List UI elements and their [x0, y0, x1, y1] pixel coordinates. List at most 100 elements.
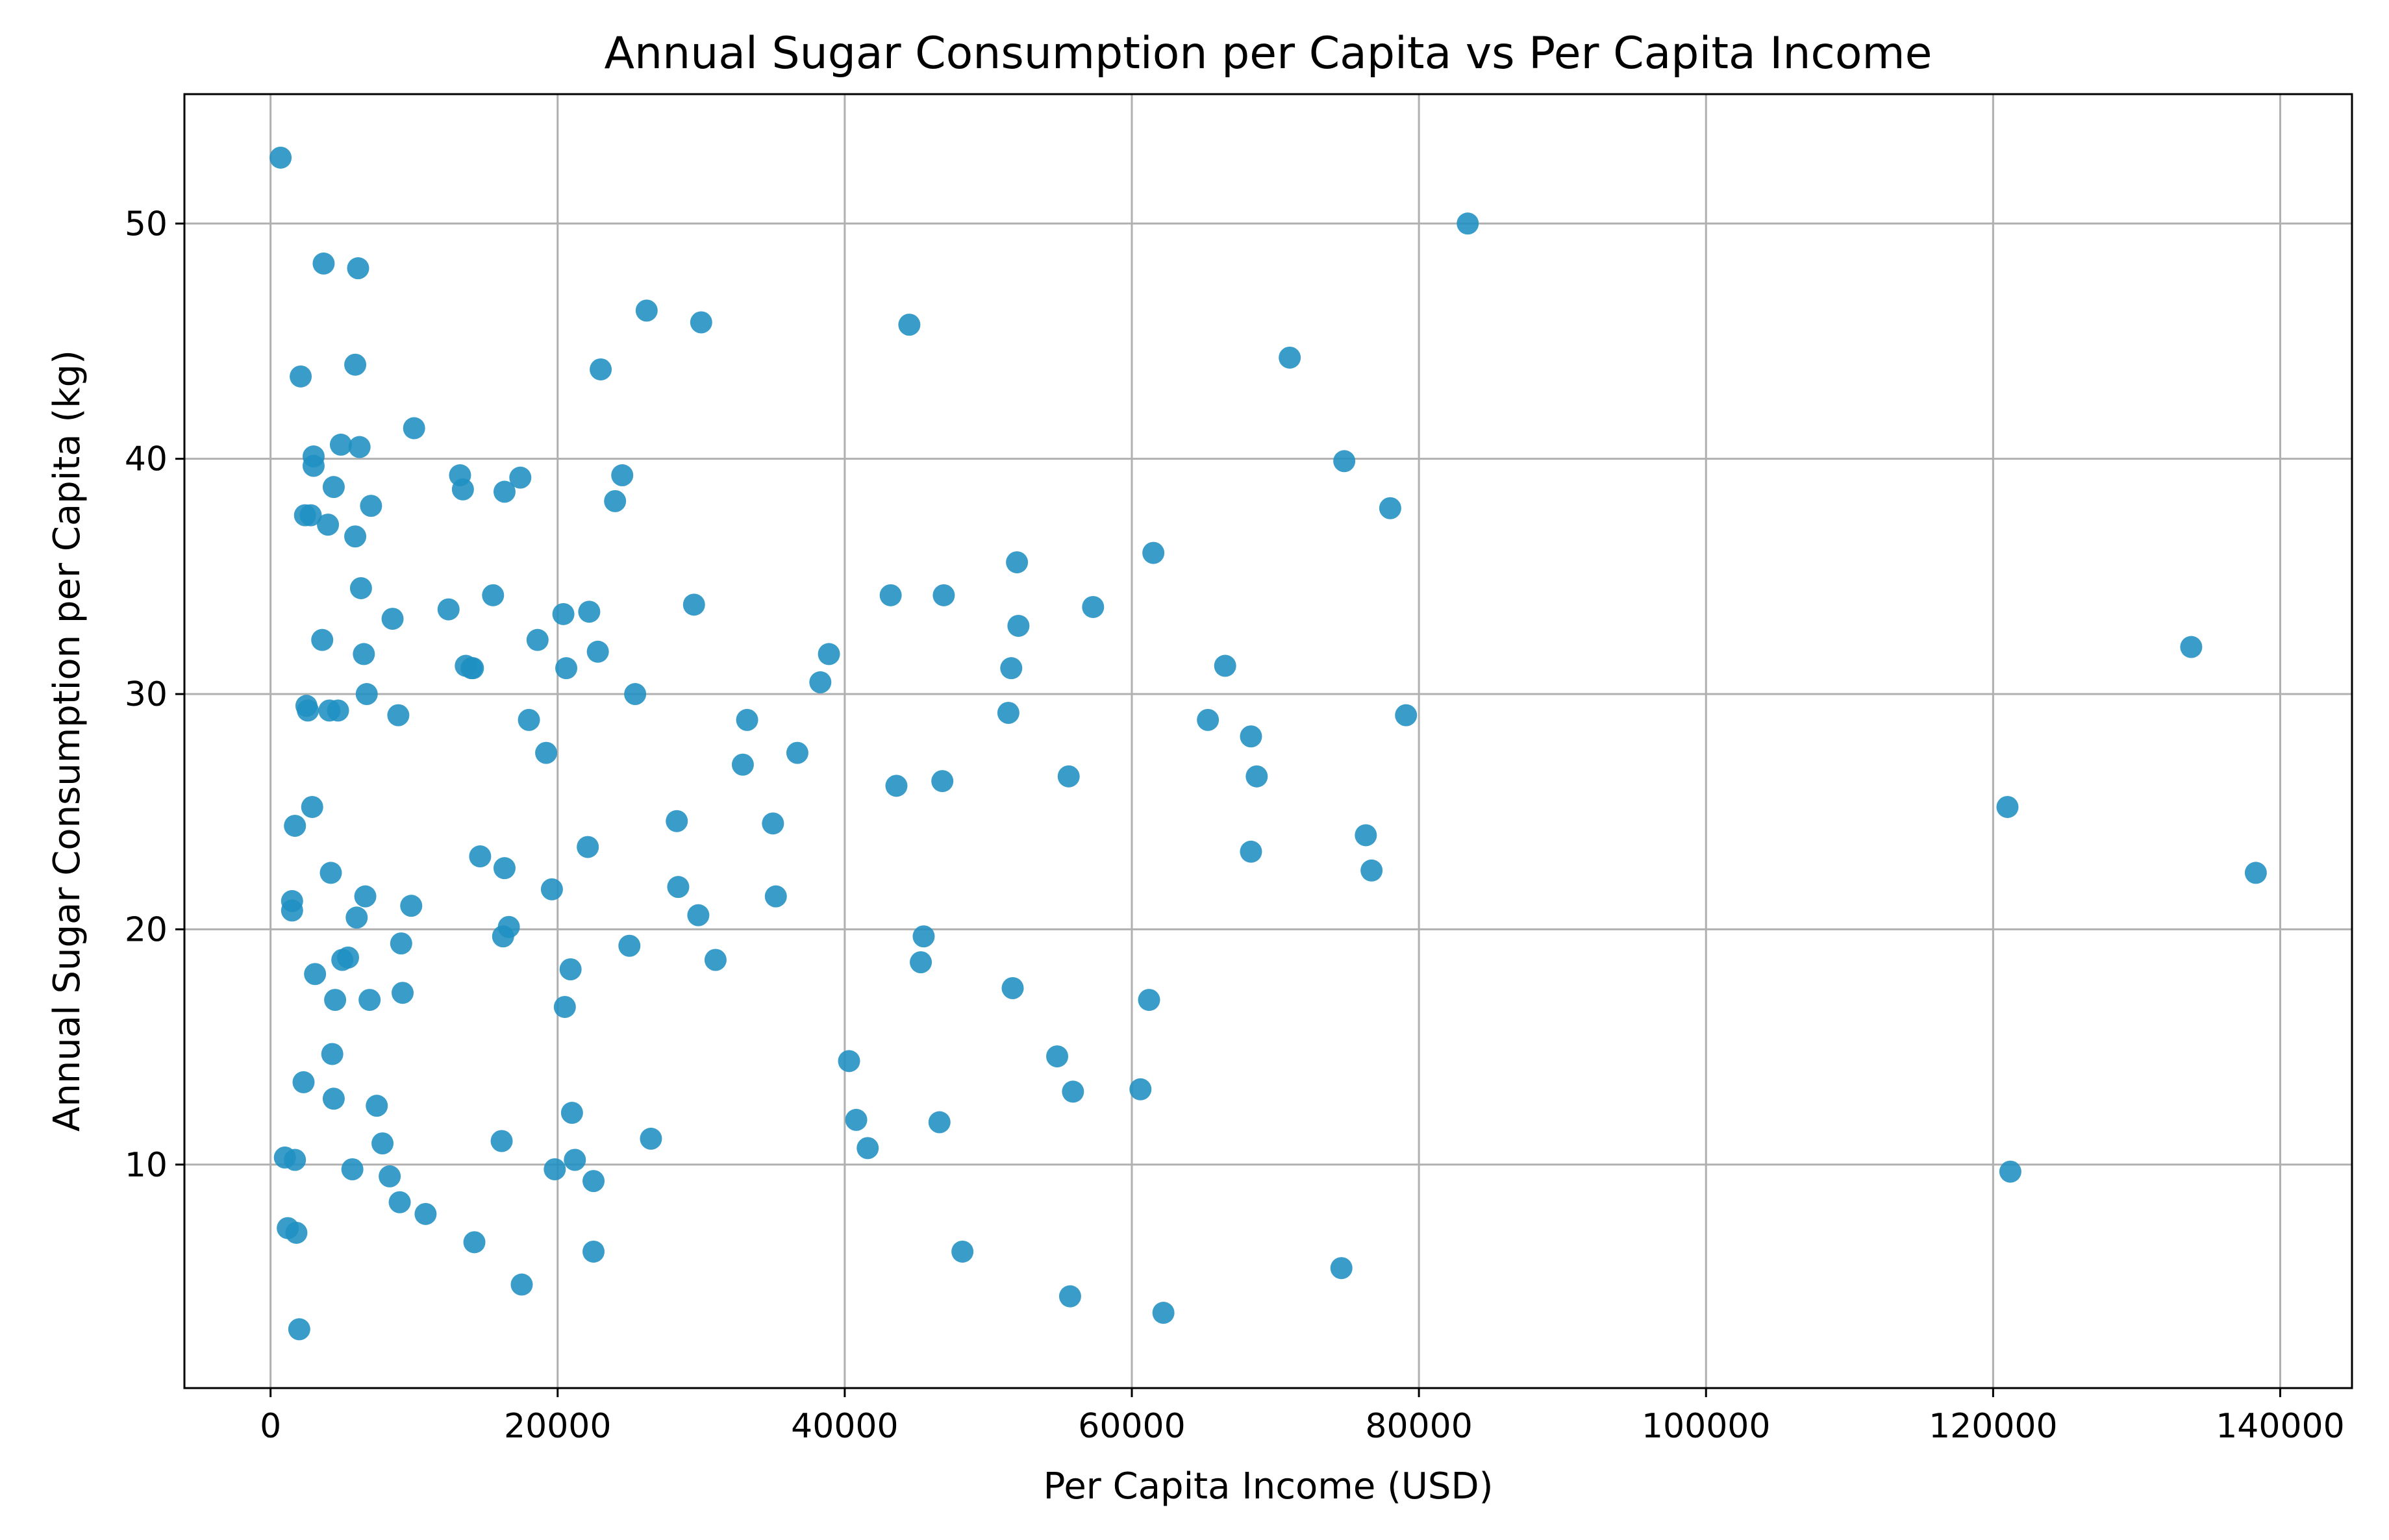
- data-point: [578, 601, 601, 623]
- data-point: [355, 683, 378, 706]
- data-point: [1360, 859, 1383, 882]
- y-axis-label: Annual Sugar Consumption per Capita (kg): [46, 350, 88, 1132]
- data-point: [510, 1273, 533, 1296]
- data-point: [618, 934, 641, 957]
- data-point: [898, 314, 921, 336]
- data-point: [1379, 497, 1401, 519]
- data-point: [1142, 541, 1165, 564]
- data-point: [302, 454, 325, 477]
- data-point: [1152, 1302, 1175, 1324]
- data-point: [1333, 450, 1356, 473]
- data-point: [366, 1095, 388, 1117]
- data-point: [469, 845, 492, 868]
- data-point: [354, 885, 377, 908]
- data-point: [349, 577, 372, 599]
- data-point: [526, 628, 549, 651]
- data-point: [358, 989, 381, 1012]
- x-tick-label: 40000: [791, 1407, 898, 1446]
- data-point: [912, 925, 935, 948]
- data-point: [635, 299, 658, 322]
- data-point: [1138, 989, 1160, 1012]
- data-point: [624, 683, 647, 706]
- x-tick-label: 0: [260, 1407, 281, 1446]
- data-point: [818, 643, 840, 665]
- data-point: [321, 1043, 344, 1065]
- data-point: [493, 857, 516, 880]
- data-point: [1058, 1285, 1081, 1308]
- data-point: [762, 812, 784, 835]
- x-tick-label: 80000: [1365, 1407, 1472, 1446]
- data-point: [388, 1191, 411, 1213]
- data-point: [555, 657, 578, 680]
- data-point: [560, 1102, 583, 1124]
- data-point: [345, 906, 368, 929]
- data-point: [360, 495, 382, 517]
- data-point: [284, 814, 306, 837]
- data-point: [731, 753, 754, 776]
- data-point: [879, 584, 902, 606]
- data-point: [392, 982, 414, 1004]
- data-point: [1457, 212, 1479, 235]
- data-point: [1330, 1257, 1353, 1280]
- data-point: [317, 514, 340, 536]
- data-point: [292, 1071, 315, 1093]
- data-point: [690, 311, 712, 334]
- data-point: [482, 584, 505, 606]
- data-point: [1240, 840, 1262, 863]
- y-tick-label: 50: [125, 205, 168, 243]
- data-point: [322, 476, 345, 499]
- y-tick-label: 10: [125, 1146, 168, 1185]
- data-point: [1395, 704, 1418, 727]
- data-point: [493, 480, 516, 503]
- data-point: [932, 584, 955, 606]
- data-point: [1062, 1080, 1084, 1103]
- data-point: [451, 478, 474, 501]
- data-point: [910, 951, 932, 974]
- data-point: [297, 699, 319, 722]
- data-point: [736, 708, 758, 731]
- data-point: [809, 671, 832, 693]
- data-point: [518, 708, 540, 731]
- data-point: [845, 1108, 868, 1131]
- data-point: [604, 490, 627, 512]
- data-point: [1240, 725, 1262, 748]
- data-point: [284, 1149, 306, 1171]
- data-point: [329, 433, 352, 456]
- data-point: [764, 885, 787, 908]
- data-point: [285, 1221, 308, 1244]
- data-point: [341, 1158, 364, 1181]
- data-point: [1355, 824, 1377, 847]
- data-point: [540, 878, 563, 900]
- data-point: [353, 643, 375, 665]
- data-point: [344, 525, 367, 548]
- data-point: [304, 963, 327, 986]
- data-point: [1000, 657, 1023, 680]
- data-point: [667, 876, 690, 899]
- data-point: [437, 598, 460, 621]
- data-point: [590, 358, 612, 380]
- x-tick-label: 20000: [504, 1407, 611, 1446]
- data-point: [885, 775, 908, 797]
- y-tick-label: 40: [125, 440, 168, 479]
- data-point: [857, 1137, 879, 1160]
- chart-title: Annual Sugar Consumption per Capita vs P…: [604, 28, 1932, 79]
- data-point: [577, 836, 599, 858]
- data-point: [400, 895, 423, 917]
- data-point: [1245, 765, 1268, 788]
- data-point: [951, 1240, 974, 1263]
- data-point: [347, 257, 369, 280]
- data-point: [666, 810, 688, 832]
- grid-lines: [184, 94, 2352, 1388]
- data-point: [1197, 708, 1220, 731]
- data-point: [564, 1149, 586, 1171]
- data-point: [611, 464, 634, 487]
- data-point: [1129, 1078, 1152, 1100]
- data-point: [931, 770, 954, 793]
- data-point: [1082, 595, 1105, 618]
- data-point: [497, 915, 520, 938]
- data-point: [553, 995, 576, 1018]
- x-tick-label: 120000: [1929, 1407, 2058, 1446]
